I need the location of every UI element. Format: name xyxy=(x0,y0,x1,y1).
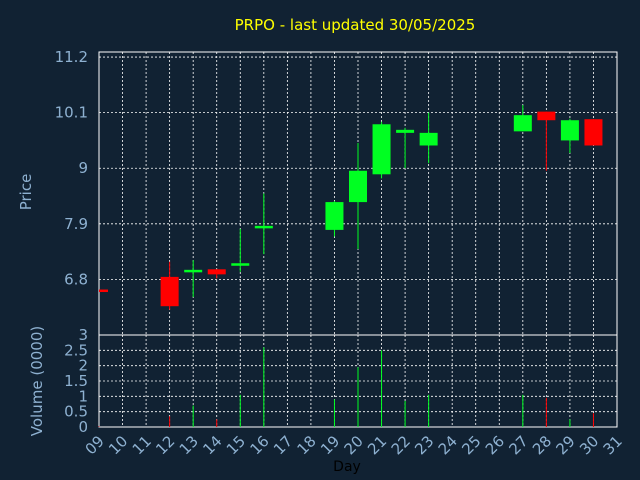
x-tick-label: 11 xyxy=(129,432,155,458)
x-tick-label: 13 xyxy=(176,432,202,458)
candle-body xyxy=(254,225,273,229)
volume-tick-label: 0.5 xyxy=(64,403,88,421)
volume-tick-label: 0 xyxy=(78,418,88,436)
x-tick-label: 22 xyxy=(388,432,414,458)
x-tick-label: 20 xyxy=(341,432,367,458)
candle-body xyxy=(349,170,367,203)
x-axis-ticks: 0910111213141516171819202122232425262728… xyxy=(82,432,626,458)
candle-body xyxy=(419,132,438,146)
price-axis-label: Price xyxy=(17,174,35,211)
x-tick-label: 12 xyxy=(152,432,178,458)
price-tick-label: 7.9 xyxy=(64,215,88,233)
x-tick-label: 16 xyxy=(246,432,272,458)
candle-body xyxy=(513,115,532,132)
price-panel: 6.8 7.9 9 10.1 11.2 xyxy=(55,48,618,336)
price-tick-label: 10.1 xyxy=(55,104,88,122)
price-tick-label: 6.8 xyxy=(64,270,88,288)
x-tick-label: 30 xyxy=(576,432,602,458)
candle-body xyxy=(207,269,226,275)
x-tick-label: 31 xyxy=(600,432,626,458)
candle-body xyxy=(325,202,344,230)
x-tick-label: 15 xyxy=(223,432,249,458)
candle-body xyxy=(372,124,391,175)
volume-tick-label: 1 xyxy=(78,387,88,405)
chart-title: PRPO - last updated 30/05/2025 xyxy=(235,16,476,34)
candle-body xyxy=(160,276,179,307)
candle-body xyxy=(184,269,203,273)
candle-body xyxy=(537,111,556,121)
x-tick-label: 19 xyxy=(317,432,343,458)
volume-tick-label: 3 xyxy=(78,326,88,344)
volume-panel: 00.511.522.53 xyxy=(64,326,618,436)
x-tick-label: 14 xyxy=(199,432,225,458)
price-tick-label: 11.2 xyxy=(55,48,88,66)
volume-axis-label: Volume (0000) xyxy=(28,326,46,436)
x-tick-label: 17 xyxy=(270,432,296,458)
x-tick-label: 28 xyxy=(529,432,555,458)
x-tick-label: 27 xyxy=(505,432,531,458)
volume-tick-label: 2 xyxy=(78,357,88,375)
candle-body xyxy=(99,289,108,293)
x-tick-label: 09 xyxy=(82,432,108,458)
x-tick-label: 25 xyxy=(458,432,484,458)
candle-body xyxy=(396,129,415,133)
candle-body xyxy=(584,119,603,146)
x-tick-label: 18 xyxy=(294,432,320,458)
x-tick-label: 21 xyxy=(364,432,390,458)
candle-body xyxy=(231,263,250,266)
x-tick-label: 26 xyxy=(482,432,508,458)
candle-body xyxy=(560,120,579,141)
price-tick-label: 9 xyxy=(78,159,88,177)
x-tick-label: 29 xyxy=(553,432,579,458)
volume-tick-label: 1.5 xyxy=(64,372,88,390)
x-tick-label: 10 xyxy=(105,432,131,458)
x-tick-label: 24 xyxy=(435,432,461,458)
x-axis-label: Day xyxy=(333,459,361,475)
volume-tick-label: 2.5 xyxy=(64,341,88,359)
x-tick-label: 23 xyxy=(411,432,437,458)
